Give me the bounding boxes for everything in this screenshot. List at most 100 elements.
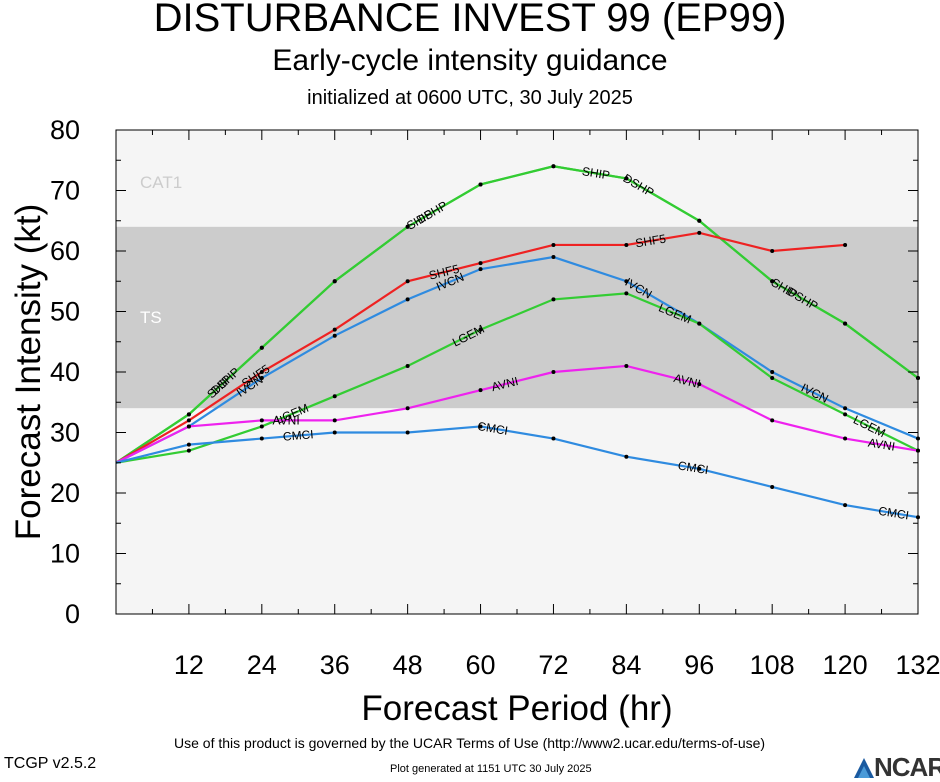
x-axis-label: Forecast Period (hr): [361, 689, 672, 728]
data-point-ship: [551, 164, 556, 169]
ncar-logo: NCAR: [852, 752, 940, 782]
data-point-cmci: [332, 430, 337, 435]
data-point-shf5: [624, 242, 629, 247]
series-label-cmci: CMCI: [476, 419, 509, 438]
x-tick-label: 96: [684, 650, 714, 680]
band-label-cat1: CAT1: [140, 173, 182, 192]
data-point-ivcn: [332, 333, 337, 338]
series-label-cmci: CMCI: [282, 427, 314, 443]
data-point-ivcn: [843, 406, 848, 411]
data-point-shf5: [770, 249, 775, 253]
data-point-shf5: [405, 279, 410, 284]
data-point-avni: [843, 436, 848, 441]
band-label-ts: TS: [140, 308, 162, 327]
data-point-avni: [478, 388, 483, 393]
data-point-cmci: [770, 484, 775, 489]
version-label: TCGP v2.5.2: [4, 755, 97, 772]
x-tick-label: 72: [538, 650, 568, 680]
data-point-shf5: [332, 327, 337, 332]
data-point-cmci: [624, 454, 629, 459]
data-point-avni: [770, 418, 775, 423]
data-point-avni: [551, 370, 556, 374]
x-tick-label: 60: [466, 650, 496, 680]
y-tick-label: 70: [50, 176, 80, 206]
generated-timestamp: Plot generated at 1151 UTC 30 July 2025: [390, 763, 592, 775]
data-point-lgem: [478, 327, 483, 332]
data-point-lgem: [186, 448, 191, 453]
data-point-shf5: [551, 242, 556, 247]
y-tick-label: 60: [50, 236, 80, 266]
data-point-avni: [405, 406, 410, 411]
data-point-ivcn: [405, 297, 410, 302]
data-point-ship: [186, 412, 191, 417]
data-point-lgem: [697, 321, 702, 326]
chart-title: DISTURBANCE INVEST 99 (EP99): [153, 0, 787, 40]
x-tick-label: 24: [247, 650, 277, 680]
data-point-shf5: [478, 261, 483, 266]
data-point-ship: [843, 321, 848, 326]
series-label-avni: AVNI: [490, 374, 520, 394]
data-point-avni: [697, 382, 702, 387]
data-point-shf5: [259, 370, 264, 374]
data-point-avni: [186, 424, 191, 429]
terms-of-use: Use of this product is governed by the U…: [174, 735, 766, 751]
y-tick-label: 40: [50, 357, 80, 387]
band-below-ts: [116, 408, 918, 614]
data-point-avni: [332, 418, 337, 423]
data-point-avni: [259, 418, 264, 423]
series-label-cmci: CMCI: [677, 458, 710, 477]
x-tick-label: 84: [611, 650, 641, 680]
series-label-avni: AVNI: [867, 435, 896, 453]
initialized-time: initialized at 0600 UTC, 30 July 2025: [307, 87, 633, 109]
data-point-ship: [259, 345, 264, 350]
data-point-shf5: [843, 242, 848, 247]
data-point-avni: [624, 363, 629, 368]
series-label-avni: AVNI: [672, 371, 702, 391]
data-point-cmci: [551, 436, 556, 441]
data-point-ship: [478, 182, 483, 187]
data-point-shf5: [697, 230, 702, 235]
data-point-ship: [332, 279, 337, 284]
x-tick-label: 36: [320, 650, 350, 680]
data-point-ivcn: [770, 370, 775, 374]
ncar-logo-text: NCAR: [874, 752, 940, 782]
x-tick-label: 12: [174, 650, 204, 680]
data-point-ship: [624, 176, 629, 181]
series-line-ivcn: [115, 255, 919, 464]
data-point-lgem: [843, 412, 848, 417]
series-line-cmci: [115, 425, 919, 519]
band-cat1: [116, 130, 918, 227]
y-axis-label: Forecast Intensity (kt): [9, 204, 48, 540]
x-tick-label: 108: [750, 650, 795, 680]
data-point-ship: [770, 279, 775, 284]
data-point-cmci: [259, 436, 264, 441]
series-label-ship: SHIP: [581, 164, 611, 182]
series-line-lgem: [115, 292, 919, 464]
data-point-cmci: [405, 430, 410, 435]
data-point-cmci: [697, 466, 702, 471]
data-point-shf5: [186, 418, 191, 423]
series-label-shf5: SHF5: [634, 231, 667, 250]
data-point-lgem: [405, 363, 410, 368]
series-label-cmci: CMCI: [877, 504, 910, 523]
data-point-lgem: [551, 297, 556, 302]
data-point-cmci: [843, 503, 848, 508]
series-line-avni: [115, 364, 919, 464]
data-point-cmci: [478, 424, 483, 429]
x-tick-label: 132: [895, 650, 940, 680]
data-point-lgem: [770, 376, 775, 381]
y-tick-label: 0: [65, 599, 80, 629]
y-tick-label: 80: [50, 115, 80, 145]
x-tick-label: 120: [823, 650, 868, 680]
data-point-ivcn: [259, 376, 264, 381]
y-tick-label: 10: [50, 539, 80, 569]
chart-subtitle: Early-cycle intensity guidance: [272, 44, 668, 77]
ncar-logo-icon: [854, 758, 874, 778]
data-point-lgem: [259, 424, 264, 429]
data-point-ivcn: [624, 279, 629, 284]
x-tick-label: 48: [393, 650, 423, 680]
y-tick-label: 30: [50, 418, 80, 448]
data-point-cmci: [186, 442, 191, 447]
data-point-ship: [697, 218, 702, 223]
